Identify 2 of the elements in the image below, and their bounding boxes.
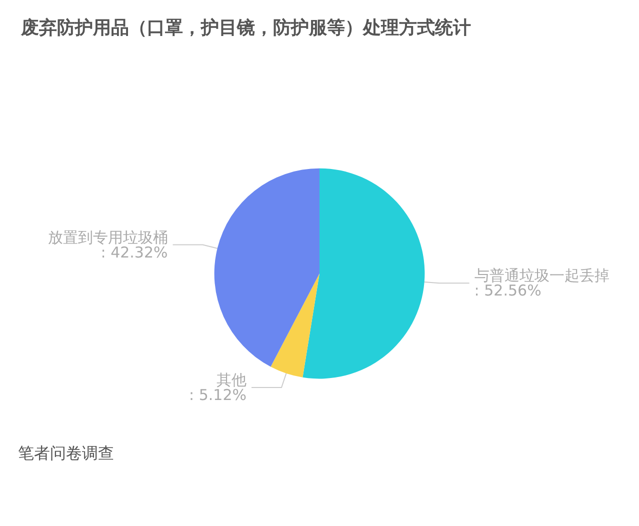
text: 笔者问卷调查 — [18, 444, 114, 462]
chart-title: 废弃防护用品（口罩，护目镜，防护服等）处理方式统计 — [20, 18, 471, 38]
